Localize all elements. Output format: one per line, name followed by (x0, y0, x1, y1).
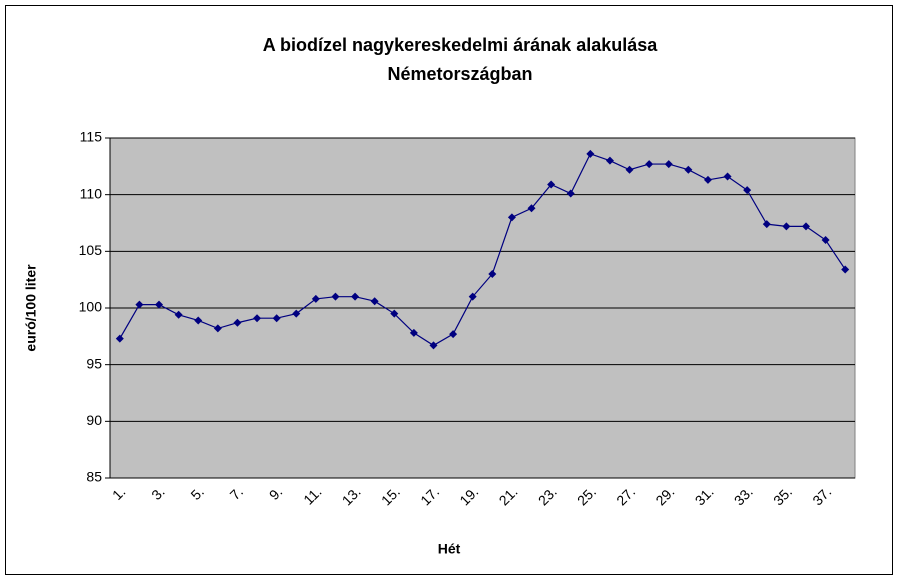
data-point (547, 180, 556, 189)
y-tick-label: 105 (79, 242, 103, 258)
data-point (821, 236, 830, 244)
data-point (527, 204, 536, 213)
y-axis-label: euró/100 liter (23, 264, 39, 352)
data-point (253, 314, 262, 323)
data-point (155, 300, 164, 309)
data-point (664, 160, 673, 169)
data-point (488, 270, 497, 278)
x-axis-label: Hét (438, 541, 461, 557)
data-point (743, 186, 752, 195)
y-tick-label: 95 (86, 355, 102, 371)
chart-title: A biodízel nagykereskedelmi árának alaku… (263, 35, 659, 55)
data-point (292, 309, 301, 318)
data-point (605, 156, 614, 165)
data-point (409, 328, 418, 337)
y-tick-label: 85 (86, 469, 102, 485)
data-point (194, 316, 203, 325)
data-point (645, 160, 654, 169)
data-point (449, 330, 458, 339)
data-point (841, 265, 850, 274)
data-point (233, 318, 242, 327)
data-point (370, 297, 379, 306)
data-point (429, 341, 438, 350)
data-point (311, 294, 320, 303)
data-point (351, 292, 360, 301)
data-point (507, 213, 516, 222)
y-tick-label: 115 (80, 129, 103, 145)
data-point (566, 189, 575, 198)
data-point (782, 222, 791, 231)
data-point (586, 149, 595, 158)
data-point (390, 309, 399, 318)
chart-title: Németországban (387, 64, 532, 84)
data-point (135, 300, 144, 309)
data-point (115, 334, 124, 343)
data-point (174, 310, 183, 319)
y-tick-label: 110 (80, 185, 103, 201)
data-point (801, 222, 810, 231)
data-point (703, 175, 712, 184)
data-point (723, 172, 732, 181)
data-point (625, 165, 634, 174)
data-point (468, 292, 477, 301)
y-tick-label: 100 (79, 299, 103, 315)
data-point (331, 292, 340, 301)
y-tick-label: 90 (86, 412, 102, 428)
data-point (213, 324, 222, 333)
data-point (684, 165, 693, 174)
data-point (272, 314, 281, 323)
data-point (762, 220, 771, 229)
